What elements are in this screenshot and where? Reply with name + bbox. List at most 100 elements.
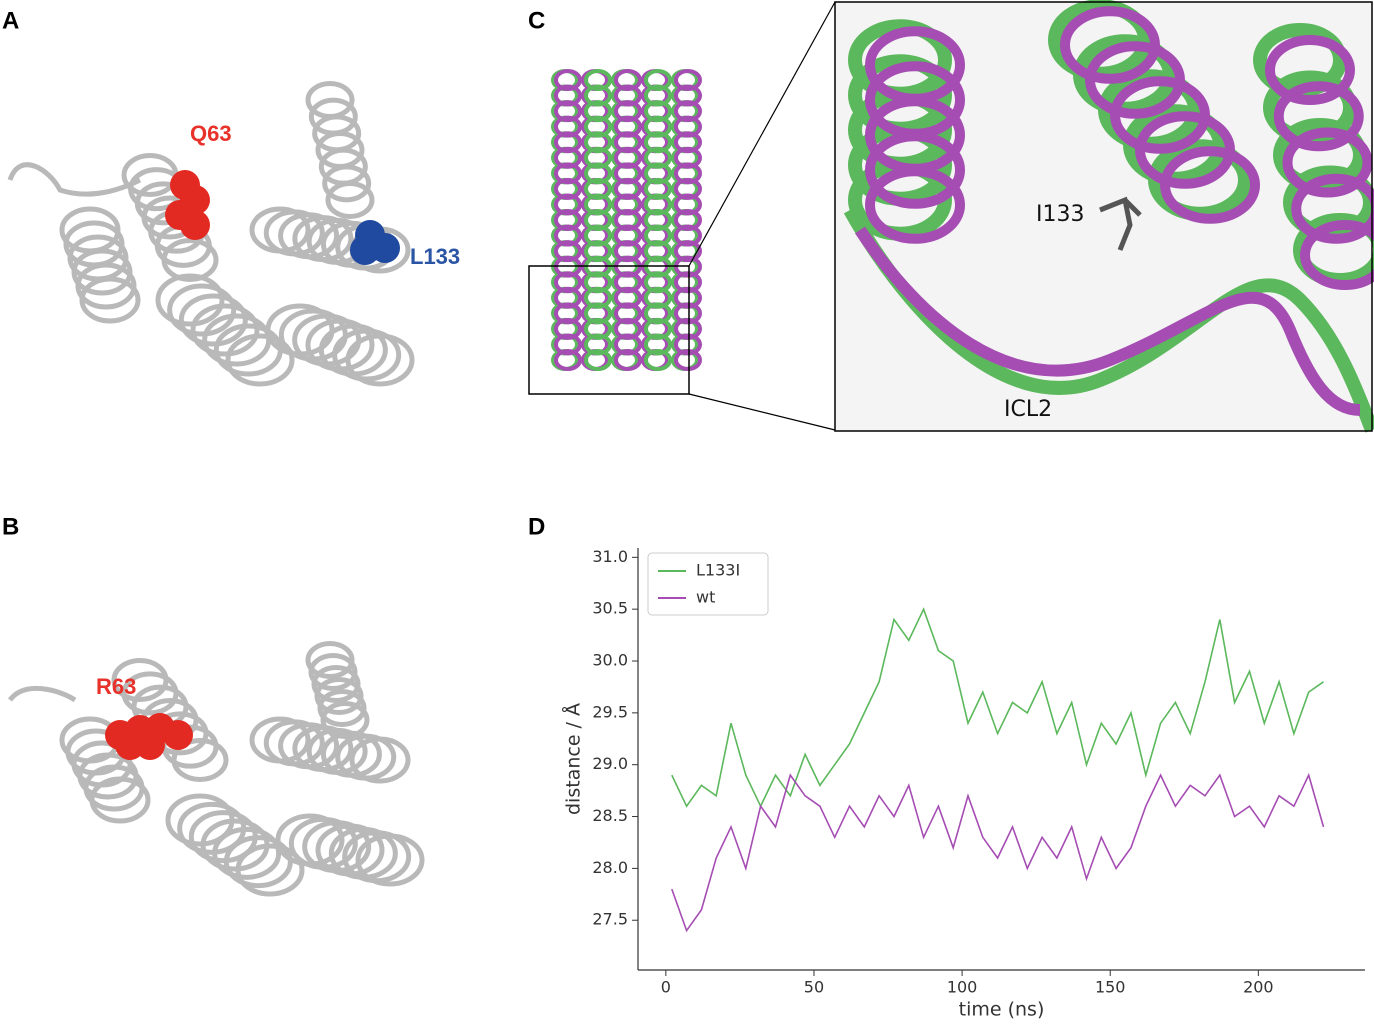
helix-turn	[332, 328, 402, 382]
helix-turn	[554, 84, 582, 107]
residue-sphere	[115, 730, 145, 760]
y-tick-label: 28.5	[592, 806, 628, 825]
y-tick-label: 30.5	[592, 599, 628, 618]
helix-turn	[325, 181, 375, 219]
helix-turn	[865, 166, 965, 244]
loop	[7, 162, 142, 197]
helix-turn	[644, 333, 672, 356]
helix-turn	[89, 776, 151, 824]
helix-turn	[644, 193, 672, 216]
y-axis-label: distance / Å	[562, 703, 585, 815]
helix-turn	[674, 302, 702, 325]
helix-turn	[614, 209, 642, 231]
helix-turn	[644, 302, 672, 325]
helix-turn	[202, 313, 272, 367]
helix-turn	[554, 333, 582, 356]
helix-turn	[1283, 165, 1374, 240]
legend-box	[647, 552, 769, 616]
helix-turn	[644, 115, 672, 138]
helix-turn	[584, 193, 612, 216]
helix-turn	[584, 100, 612, 123]
helix-turn	[614, 286, 642, 309]
helix-turn	[614, 115, 642, 138]
helix-turn	[554, 286, 582, 309]
x-axis-label: time (ns)	[959, 999, 1045, 1021]
residue-sphere	[163, 720, 193, 750]
helix-turn	[644, 69, 672, 91]
helix-turn	[674, 333, 702, 356]
helix-turn	[584, 131, 612, 154]
helix-turn	[349, 736, 411, 784]
helix-turn	[322, 164, 372, 203]
y-tick-label: 29.0	[592, 754, 628, 773]
panel-letter: B	[2, 513, 19, 540]
zoom-panel-frame	[834, 1, 1373, 432]
helix-turn	[644, 162, 672, 185]
helix-turn	[614, 302, 642, 325]
helix-turn	[644, 317, 672, 340]
helix-turn	[1265, 35, 1355, 105]
helix-turn	[554, 349, 582, 371]
region-label: ICL2	[1004, 397, 1052, 422]
helix-turn	[79, 276, 141, 324]
helix-turn	[674, 69, 702, 91]
helix-turn	[644, 286, 672, 309]
helix-turn	[155, 273, 225, 327]
residue-sphere	[180, 210, 210, 240]
helix-turn	[614, 100, 642, 123]
residue-label: I133	[1036, 202, 1084, 227]
helix-turn	[674, 286, 702, 309]
helix-turn	[674, 209, 702, 231]
helix-turn	[554, 177, 582, 200]
helix-turn	[554, 146, 582, 169]
helix-turn	[554, 115, 582, 138]
y-tick-label: 31.0	[592, 547, 628, 566]
x-tick-label: 0	[661, 978, 671, 997]
helix-turn	[1291, 173, 1374, 244]
helix-turn	[584, 115, 612, 138]
helix-turn	[171, 738, 229, 782]
x-tick-label: 150	[1095, 978, 1126, 997]
helix-turn	[584, 224, 612, 247]
x-tick-label: 50	[804, 978, 824, 997]
helix-turn	[614, 84, 642, 107]
helix-turn	[674, 131, 702, 154]
legend-label: L133I	[696, 561, 740, 580]
helix-turn	[614, 224, 642, 247]
helix-turn	[614, 240, 642, 263]
helix-turn	[345, 333, 415, 387]
loop	[8, 685, 77, 703]
helix-turn	[1282, 127, 1373, 198]
helix-turn	[190, 303, 260, 357]
helix-turn	[674, 162, 702, 185]
icl2-loop	[855, 226, 1361, 416]
helix-turn	[644, 224, 672, 247]
helix-turn	[644, 100, 672, 123]
molecule-art	[7, 0, 1374, 897]
helix-turn	[584, 146, 612, 169]
helix-turn	[584, 240, 612, 263]
residue-label: Q63	[190, 121, 232, 146]
side-chain	[1099, 196, 1142, 251]
panel-letter: D	[528, 513, 545, 540]
helix-turn	[644, 349, 672, 371]
helix-turn	[554, 131, 582, 154]
zoom-line	[688, 1, 836, 267]
helix-turn	[584, 302, 612, 325]
helix-turn	[584, 177, 612, 200]
helix-turn	[212, 826, 282, 880]
helix-turn	[674, 84, 702, 107]
helix-turn	[584, 286, 612, 309]
helix-turn	[584, 317, 612, 340]
helix-turn	[614, 317, 642, 340]
helix-turn	[674, 240, 702, 263]
helix-turn	[167, 283, 237, 337]
helix-turn	[584, 84, 612, 107]
helix-turn	[614, 333, 642, 356]
helix-turn	[554, 69, 582, 91]
helix-turn	[644, 84, 672, 107]
helix-turn	[161, 238, 219, 282]
helix-turn	[614, 162, 642, 185]
helix-turn	[674, 224, 702, 247]
helix-turn	[644, 271, 672, 294]
